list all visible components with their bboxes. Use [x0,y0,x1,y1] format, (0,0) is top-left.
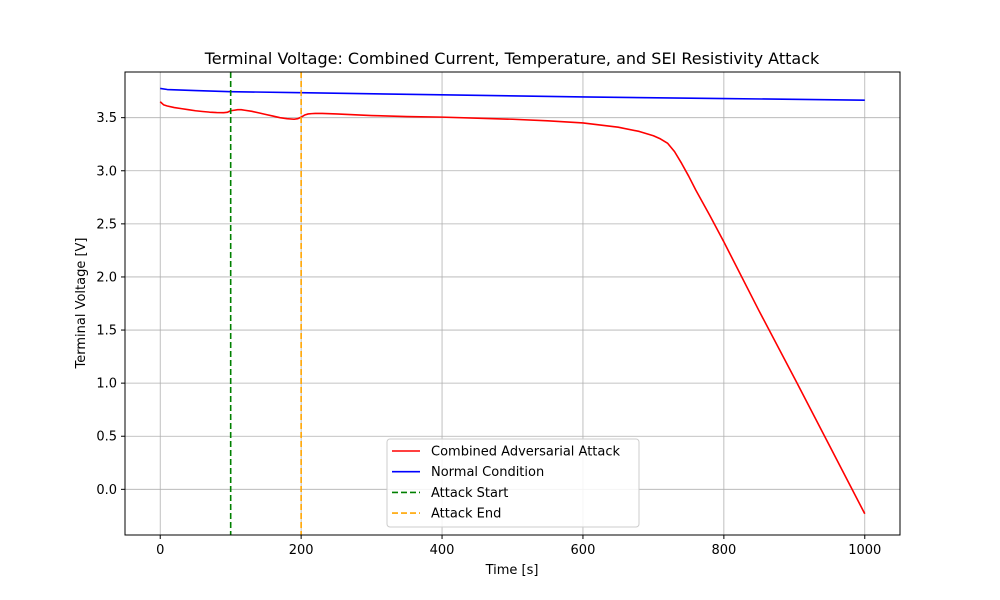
y-tick-label: 2.5 [96,217,117,232]
y-tick-label: 0.0 [96,483,117,498]
y-tick-label: 1.0 [96,377,117,392]
chart-title: Terminal Voltage: Combined Current, Temp… [204,49,820,68]
y-tick-label: 2.0 [96,270,117,285]
legend-label: Attack Start [431,486,508,501]
legend-box [386,438,640,528]
y-axis: 0.0 0.5 1.0 1.5 2.0 2.5 3.0 3.5 [96,111,125,498]
x-tick-label: 600 [571,543,596,558]
x-tick-label: 0 [156,543,164,558]
y-tick-label: 1.5 [96,324,117,339]
series-line-combined-attack [159,101,866,515]
x-tick-label: 200 [289,543,314,558]
series-line-normal-condition [160,87,865,101]
x-tick-label: 1000 [848,543,881,558]
x-tick-label: 800 [711,543,736,558]
y-axis-label: Terminal Voltage [V] [74,237,89,369]
legend-label: Normal Condition [431,465,544,480]
legend-label: Combined Adversarial Attack [431,445,621,460]
x-axis-label: Time [s] [485,563,539,578]
y-tick-label: 3.5 [96,111,117,126]
legend: Combined Adversarial Attack Normal Condit… [386,438,640,528]
x-tick-label: 400 [430,543,455,558]
grid [125,72,900,535]
legend-label: Attack End [431,507,501,522]
x-axis: 0 200 400 600 800 1000 [156,535,881,558]
plot-area [159,72,866,535]
y-tick-label: 3.0 [96,164,117,179]
y-tick-label: 0.5 [96,430,117,445]
plot-frame [124,71,901,536]
